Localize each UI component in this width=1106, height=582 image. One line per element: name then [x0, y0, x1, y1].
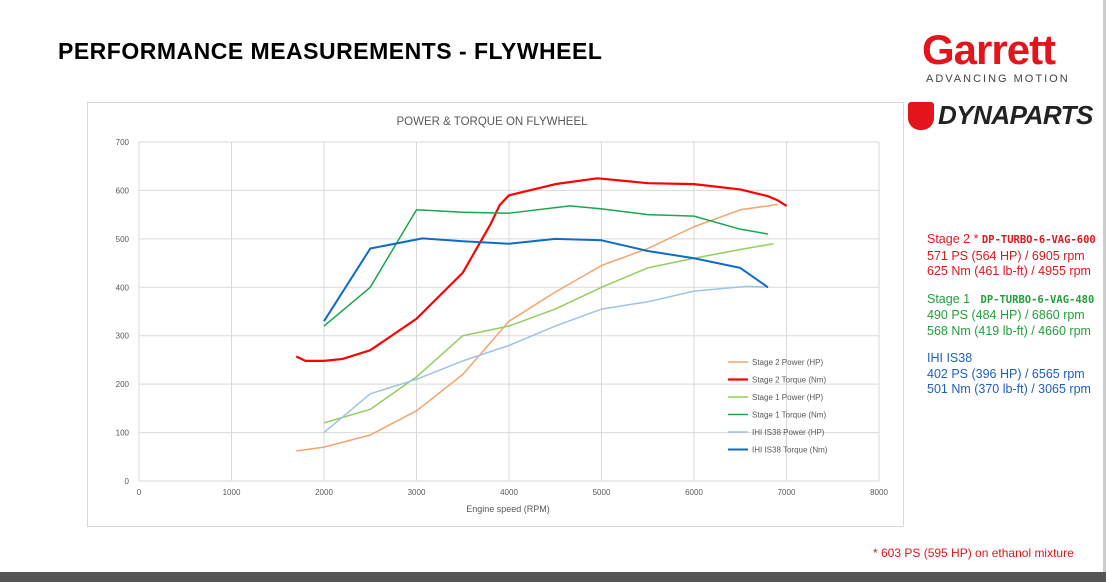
x-tick-label: 5000: [593, 488, 611, 497]
stage2-title: Stage 2 *: [927, 232, 979, 246]
ihi-note: IHI IS38 402 PS (396 HP) / 6565 rpm 501 …: [927, 351, 1096, 398]
dynaparts-wordmark: DYNAPARTS: [938, 100, 1093, 130]
x-tick-label: 8000: [870, 488, 888, 497]
y-tick-label: 100: [116, 429, 130, 438]
series-line-1: [295, 177, 788, 362]
footnote: * 603 PS (595 HP) on ethanol mixture: [873, 546, 1074, 560]
x-axis-label: Engine speed (RPM): [466, 504, 550, 514]
stage1-code: DP-TURBO-6-VAG-480: [980, 293, 1095, 306]
garrett-tagline: ADVANCING MOTION: [926, 73, 1070, 85]
stage2-torque: 625 Nm (461 lb-ft) / 4955 rpm: [927, 264, 1091, 278]
legend-label: Stage 2 Power (HP): [752, 358, 823, 367]
legend-label: Stage 1 Torque (Nm): [752, 411, 826, 420]
slide-edge: [1103, 0, 1106, 572]
series-line-3: [323, 205, 769, 327]
stage1-note: Stage 1 DP-TURBO-6-VAG-480 490 PS (484 H…: [927, 292, 1096, 340]
legend-label: Stage 2 Torque (Nm): [752, 376, 826, 385]
y-tick-label: 200: [116, 380, 130, 389]
chart-title: POWER & TORQUE ON FLYWHEEL: [396, 116, 588, 128]
y-tick-label: 500: [116, 235, 130, 244]
ihi-power: 402 PS (396 HP) / 6565 rpm: [927, 366, 1085, 381]
stage1-power: 490 PS (484 HP) / 6860 rpm: [927, 308, 1085, 322]
x-tick-label: 0: [137, 488, 142, 497]
x-tick-label: 7000: [778, 488, 796, 497]
chart-container: POWER & TORQUE ON FLYWHEEL 0 1000 2000 3000…: [87, 102, 904, 527]
power-torque-chart: POWER & TORQUE ON FLYWHEEL 0 1000 2000 3000…: [116, 116, 889, 514]
x-tick-label: 1000: [223, 488, 241, 497]
y-tick-label: 300: [116, 332, 130, 341]
ihi-torque: 501 Nm (370 lb-ft) / 3065 rpm: [927, 382, 1091, 396]
x-tick-label: 2000: [315, 488, 333, 497]
y-tick-label: 0: [125, 477, 130, 486]
dynaparts-logo: DYNAPARTS: [908, 100, 1093, 131]
garrett-logo: Garrett: [922, 26, 1056, 73]
dynaparts-mark-icon: [908, 101, 934, 130]
ihi-title: IHI IS38: [927, 351, 973, 365]
y-tick-label: 700: [116, 138, 130, 147]
legend-label: IHI IS38 Power (HP): [752, 428, 825, 437]
legend-label: IHI IS38 Torque (Nm): [752, 446, 828, 455]
stage2-code: DP-TURBO-6-VAG-600: [981, 234, 1096, 246]
series-line-5: [323, 237, 769, 322]
x-tick-label: 4000: [500, 488, 518, 497]
series-line-2: [323, 242, 774, 424]
stage2-note: Stage 2 * DP-TURBO-6-VAG-600 571 PS (564…: [927, 232, 1096, 280]
x-tick-label: 6000: [685, 488, 703, 497]
page-title: PERFORMANCE MEASUREMENTS - FLYWHEEL: [58, 38, 603, 64]
stage1-torque: 568 Nm (419 lb-ft) / 4660 rpm: [927, 323, 1091, 338]
series-line-4: [323, 285, 769, 434]
stage1-title: Stage 1: [927, 291, 971, 306]
x-tick-label: 3000: [408, 488, 426, 497]
results-notes: Stage 2 * DP-TURBO-6-VAG-600 571 PS (564…: [927, 232, 1096, 410]
y-tick-label: 600: [116, 186, 130, 195]
stage2-power: 571 PS (564 HP) / 6905 rpm: [927, 248, 1085, 263]
bottom-bar: [0, 572, 1106, 582]
legend-label: Stage 1 Power (HP): [752, 393, 823, 402]
y-tick-label: 400: [116, 283, 130, 292]
series-line-0: [296, 203, 778, 452]
